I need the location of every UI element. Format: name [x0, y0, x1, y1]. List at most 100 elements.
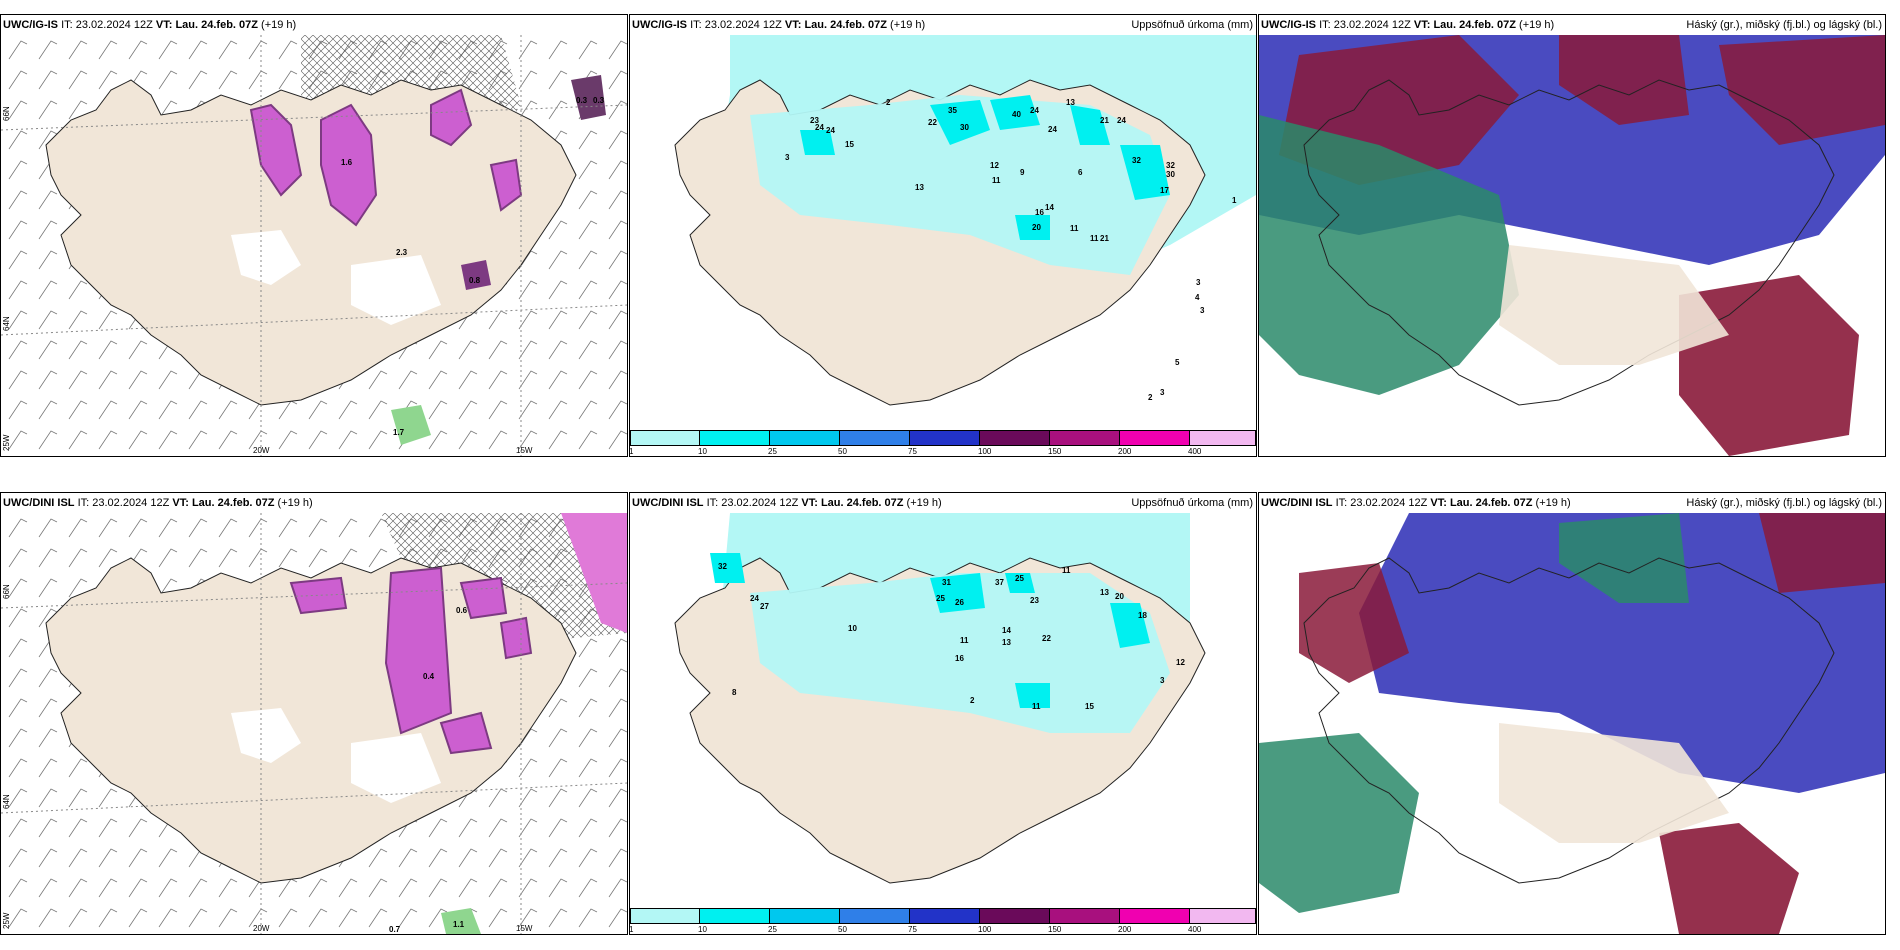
map-panel-ig-is-clouds: UWC/IG-IS IT: 23.02.2024 12Z VT: Lau. 24…	[1258, 14, 1886, 457]
precip-label: 11	[1032, 702, 1041, 711]
init-time: 23.02.2024 12Z	[92, 497, 170, 509]
precip-label: 3	[1200, 306, 1205, 315]
precip-label: 32	[718, 562, 727, 571]
precip-label: 11	[1070, 224, 1079, 233]
precip-label: 4	[1195, 293, 1200, 302]
precip-label: 27	[760, 602, 769, 611]
precip-label: 2	[886, 98, 891, 107]
snow-label: 0.6	[456, 606, 468, 615]
panel-header: UWC/IG-IS IT: 23.02.2024 12Z VT: Lau. 24…	[630, 15, 1256, 35]
colorbar-swatch	[1120, 430, 1190, 446]
init-time: 23.02.2024 12Z	[75, 19, 153, 31]
snow-label: 2.3	[396, 248, 408, 257]
precip-label: 25	[1015, 574, 1024, 583]
panel-header: UWC/DINI ISL IT: 23.02.2024 12Z VT: Lau.…	[1, 493, 627, 513]
precip-label: 22	[928, 118, 937, 127]
colorbar-tick: 400	[1188, 447, 1202, 456]
colorbar-tick: 150	[1048, 447, 1062, 456]
precip-label: 24	[1030, 106, 1039, 115]
it-label: IT:	[690, 19, 702, 31]
precip-map: 2 24 23 24 3 15 22 35 30 40 24 24 13 21 …	[630, 35, 1256, 428]
lead-time: (+19 h)	[890, 19, 926, 31]
valid-time: Lau. 24.feb. 07Z	[175, 19, 258, 31]
it-label: IT:	[77, 497, 90, 509]
precip-label: 9	[1020, 168, 1025, 177]
precip-label: 30	[960, 123, 969, 132]
map-panel-dini-wind-snow: UWC/DINI ISL IT: 23.02.2024 12Z VT: Lau.…	[0, 492, 628, 935]
map-title: Háský (gr.), miðský (fj.bl.) og lágský (…	[1686, 497, 1882, 509]
iceland-land	[45, 79, 577, 406]
vt-label: VT:	[1430, 497, 1447, 509]
precip-label: 8	[732, 688, 737, 697]
colorbar-tick: 1	[629, 925, 634, 934]
map-area	[1259, 35, 1885, 456]
precip-label: 22	[1042, 634, 1051, 643]
colorbar-tick: 75	[908, 447, 917, 456]
lon-label: 15W	[516, 924, 533, 933]
model-name: UWC/DINI ISL	[3, 497, 75, 509]
valid-time: Lau. 24.feb. 07Z	[804, 19, 887, 31]
lead-time: (+19 h)	[906, 497, 942, 509]
colorbar-swatch	[980, 908, 1050, 924]
precip-label: 6	[1078, 168, 1083, 177]
colorbar-swatch	[770, 908, 840, 924]
precip-colorbar: 1 10 25 50 75 100 150 200 400	[630, 428, 1256, 456]
precip-label: 25	[936, 594, 945, 603]
precip-label: 2	[1148, 393, 1153, 402]
precip-label: 17	[1160, 186, 1169, 195]
map-panel-dini-clouds: UWC/DINI ISL IT: 23.02.2024 12Z VT: Lau.…	[1258, 492, 1886, 935]
map-area: 32 24 27 31 25 26 37 25 23 11 13 20 18 2…	[630, 513, 1256, 906]
precip-label: 24	[750, 594, 759, 603]
vt-label: VT:	[784, 19, 802, 31]
panel-header: UWC/DINI ISL IT: 23.02.2024 12Z VT: Lau.…	[630, 493, 1256, 513]
precip-label: 3	[1196, 278, 1201, 287]
precip-label: 11	[1090, 234, 1099, 243]
lon-label: 15W	[516, 446, 533, 455]
precip-label: 11	[992, 176, 1001, 185]
lon-label: 25W	[2, 434, 11, 451]
valid-time: Lau. 24.feb. 07Z	[820, 497, 904, 509]
colorbar-tick: 50	[838, 447, 847, 456]
precip-label: 20	[1115, 592, 1124, 601]
colorbar-swatch	[1120, 908, 1190, 924]
model-name: UWC/DINI ISL	[632, 497, 704, 509]
panel-header: UWC/IG-IS IT: 23.02.2024 12Z VT: Lau. 24…	[1, 15, 627, 35]
lon-label: 20W	[253, 924, 270, 933]
precip-label: 13	[915, 183, 924, 192]
map-title: Háský (gr.), miðský (fj.bl.) og lágský (…	[1686, 19, 1882, 31]
precip-label: 24	[815, 123, 824, 132]
colorbar-tick: 25	[768, 925, 777, 934]
model-name: UWC/IG-IS	[632, 19, 687, 31]
precip-label: 3	[1160, 388, 1165, 397]
colorbar-tick: 400	[1188, 925, 1202, 934]
precip-colorbar: 1 10 25 50 75 100 150 200 400	[630, 906, 1256, 934]
lon-label: 25W	[2, 912, 11, 929]
precip-label: 15	[845, 140, 854, 149]
wind-snow-map: 0.7 1.1 0.6 0.4 66N 64N 25W 20W 15W	[1, 513, 627, 934]
colorbar-swatch	[910, 908, 980, 924]
colorbar-tick: 200	[1118, 447, 1132, 456]
lat-label: 66N	[2, 584, 11, 599]
colorbar-tick: 50	[838, 925, 847, 934]
valid-time: Lau. 24.feb. 07Z	[1449, 497, 1533, 509]
lead-time: (+19 h)	[261, 19, 297, 31]
precip-label: 2	[970, 696, 975, 705]
panel-header: UWC/IG-IS IT: 23.02.2024 12Z VT: Lau. 24…	[1259, 15, 1885, 35]
lat-label: 64N	[2, 794, 11, 809]
precip-label: 18	[1138, 611, 1147, 620]
colorbar-swatch	[1050, 908, 1120, 924]
snow-label: 0.4	[423, 672, 435, 681]
colorbar-tick: 100	[978, 925, 992, 934]
model-name: UWC/IG-IS	[1261, 19, 1316, 31]
colorbar-tick: 75	[908, 925, 917, 934]
snow-label: 1.1	[453, 920, 465, 929]
precip-label: 14	[1045, 203, 1054, 212]
valid-time: Lau. 24.feb. 07Z	[191, 497, 275, 509]
colorbar-tick: 150	[1048, 925, 1062, 934]
precip-label: 32	[1132, 156, 1141, 165]
map-area: 0.3 0.3 1.7 0.8 1.6 2.3 66N 64N 25W 20W …	[1, 35, 627, 456]
precip-label: 23	[1030, 596, 1039, 605]
panel-header: UWC/DINI ISL IT: 23.02.2024 12Z VT: Lau.…	[1259, 493, 1885, 513]
precip-label: 11	[960, 636, 969, 645]
vt-label: VT:	[801, 497, 818, 509]
